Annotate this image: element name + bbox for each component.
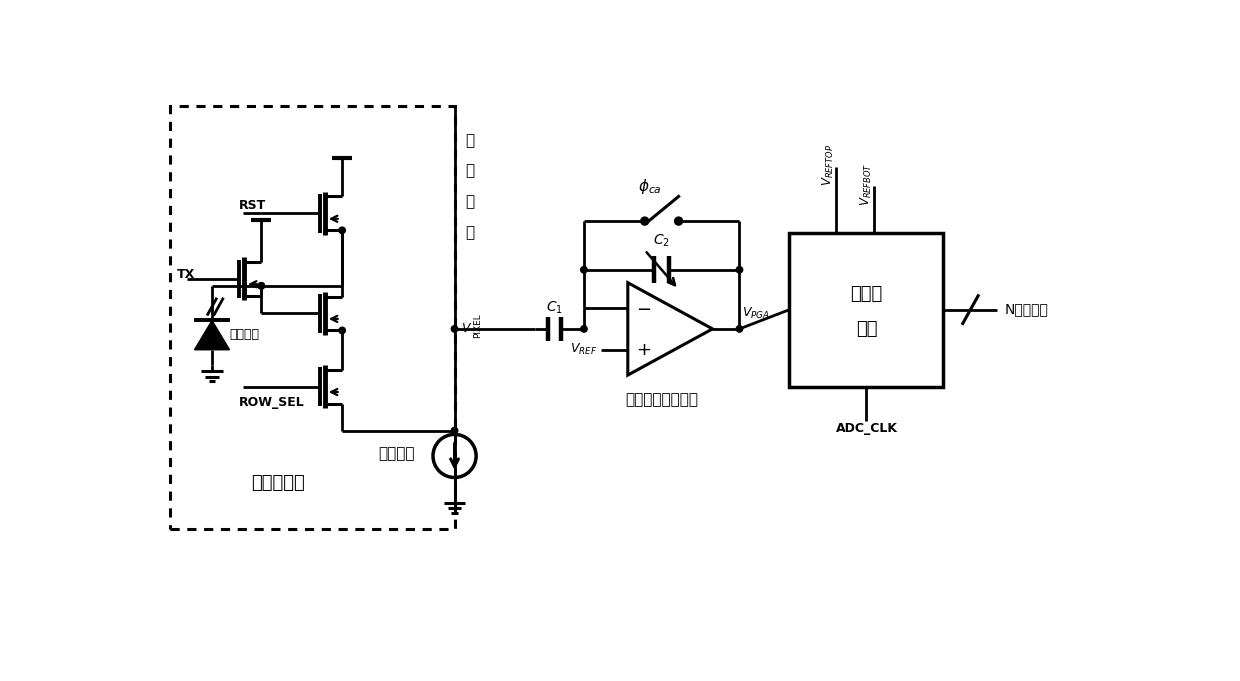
Text: $-$: $-$ — [636, 299, 651, 317]
Text: 模数转: 模数转 — [851, 285, 883, 303]
Text: $V_{PGA}$: $V_{PGA}$ — [742, 306, 770, 321]
Circle shape — [675, 217, 683, 225]
Polygon shape — [627, 283, 713, 375]
Circle shape — [339, 227, 346, 234]
Text: N位数字量: N位数字量 — [1006, 302, 1049, 317]
Text: ROW_SEL: ROW_SEL — [239, 396, 305, 409]
Text: TX: TX — [177, 268, 196, 281]
Bar — [790, 233, 944, 387]
Text: 列电流源: 列电流源 — [378, 446, 415, 461]
Text: 列: 列 — [465, 133, 475, 148]
Circle shape — [258, 283, 264, 289]
Text: ADC_CLK: ADC_CLK — [836, 422, 898, 435]
Text: $V_{REFBOT}$: $V_{REFBOT}$ — [859, 163, 874, 206]
Text: 线: 线 — [465, 225, 475, 240]
Text: 可编程增益放大器: 可编程增益放大器 — [625, 392, 698, 407]
Text: $V_{REFTOP}$: $V_{REFTOP}$ — [821, 144, 836, 186]
Text: RST: RST — [239, 199, 267, 212]
Circle shape — [451, 427, 458, 434]
Circle shape — [580, 266, 588, 273]
Text: $+$: $+$ — [636, 340, 651, 359]
Text: 输: 输 — [465, 163, 475, 178]
Text: $V$: $V$ — [461, 322, 472, 335]
Text: $C_1$: $C_1$ — [546, 299, 563, 315]
Circle shape — [339, 327, 346, 334]
Text: $V_{REF}$: $V_{REF}$ — [569, 342, 596, 358]
Text: 出: 出 — [465, 194, 475, 209]
Circle shape — [737, 326, 743, 332]
Text: 像素点电路: 像素点电路 — [250, 474, 305, 492]
Circle shape — [737, 266, 743, 273]
Text: $C_2$: $C_2$ — [653, 233, 670, 249]
Circle shape — [258, 283, 264, 289]
Circle shape — [580, 326, 588, 332]
Circle shape — [641, 217, 649, 225]
Bar — [170, 106, 455, 529]
Circle shape — [451, 326, 458, 332]
Text: 换器: 换器 — [856, 320, 877, 338]
Text: 光检测器: 光检测器 — [229, 328, 259, 340]
Text: PIXEL: PIXEL — [472, 313, 482, 338]
Polygon shape — [195, 321, 229, 350]
Text: $\phi_{ca}$: $\phi_{ca}$ — [639, 177, 662, 196]
